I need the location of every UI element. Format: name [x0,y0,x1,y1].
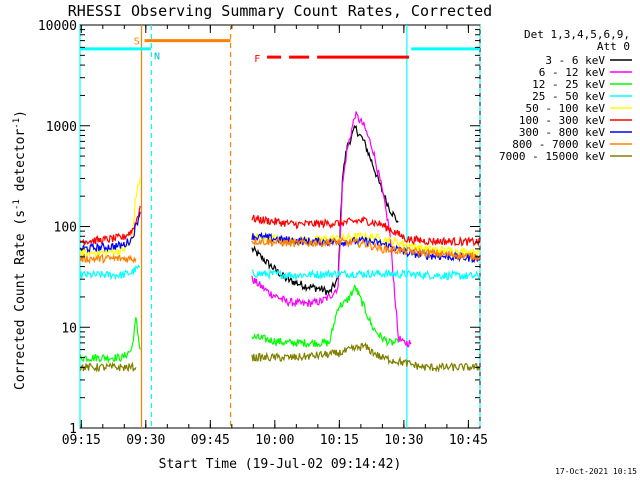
series-line [251,124,399,296]
y-tick-label: 10 [61,321,77,336]
y-axis-label-mid: detector [13,129,28,200]
series-line [79,253,137,265]
x-axis-ticks: 09:15 09:30 09:45 10:00 10:15 10:30 10:45 [62,25,488,448]
state-bars: S N F [80,37,480,65]
x-tick-label: 10:30 [384,433,423,448]
y-axis-label-end: ) [13,110,28,118]
legend-entry-label: 25 - 50 keV [532,90,605,103]
corner-date: 17-Oct-2021 10:15 [555,467,637,476]
x-tick-label: 10:15 [320,433,359,448]
series-line [251,342,481,373]
y-axis-label-sup2: -1 [12,118,22,129]
y-tick-label: 100 [54,221,77,236]
legend-title-line: Att 0 [597,40,630,53]
chart-title: RHESSI Observing Summary Count Rates, Co… [68,2,492,20]
series-line [79,205,141,247]
legend-entry-label: 7000 - 15000 keV [499,150,605,163]
series-line [251,214,481,248]
y-tick-label: 10000 [38,19,77,34]
series-line [251,268,481,281]
series-line [79,361,137,373]
x-tick-label: 09:15 [62,433,101,448]
y-tick-label: 1 [69,422,77,437]
series-line [251,236,481,262]
series-line [79,211,141,254]
series-line [79,317,141,364]
legend-title-line: Det 1,3,4,5,6,9, [524,28,630,41]
legend-entry-label: 50 - 100 keV [526,102,606,115]
series-group [79,111,481,373]
y-tick-label: 1000 [46,120,77,135]
legend-entry-label: 800 - 7000 keV [512,138,605,151]
x-axis-label: Start Time (19-Jul-02 09:14:42) [159,457,402,472]
y-axis-label-sup1: -1 [12,199,22,210]
legend-entry-label: 12 - 25 keV [532,78,605,91]
legend-entry-label: 3 - 6 keV [545,54,605,67]
state-bar-label: S [134,37,140,48]
state-bar-label: N [154,51,160,62]
y-axis-ticks: 1 10 100 1000 10000 [38,19,480,437]
series-line [251,284,399,349]
legend-entry-label: 6 - 12 keV [539,66,606,79]
state-bar-label: F [254,54,260,65]
x-tick-label: 09:30 [126,433,165,448]
series-line [79,264,141,281]
series-line [251,111,412,348]
x-tick-label: 10:00 [255,433,294,448]
x-tick-label: 10:45 [449,433,488,448]
y-axis-label: Corrected Count Rate (s-1 detector-1) [12,110,28,390]
legend-entry-label: 300 - 800 keV [519,126,605,139]
x-tick-label: 09:45 [191,433,230,448]
y-axis-label-main: Corrected Count Rate (s [13,210,28,390]
legend-entry-label: 100 - 300 keV [519,114,605,127]
